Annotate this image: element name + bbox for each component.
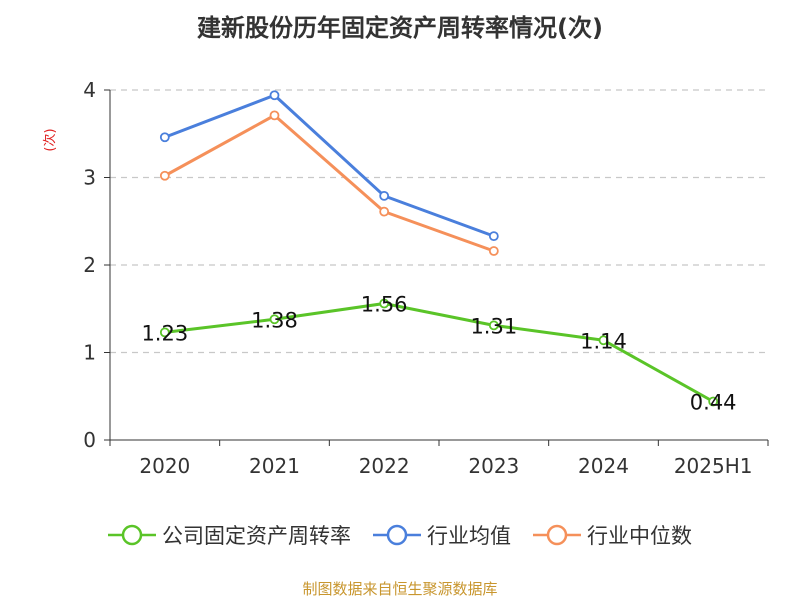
x-tick-label: 2021 [249,454,300,478]
series-line [164,113,495,253]
data-point [708,396,719,407]
x-tick-label: 2022 [359,454,410,478]
data-label: 1.14 [580,329,627,353]
data-point [379,190,390,201]
data-point [159,132,170,143]
data-point [159,327,170,338]
data-point [488,320,499,331]
legend-marker-icon [108,524,156,546]
data-point [159,170,170,181]
data-label: 1.23 [141,321,188,345]
legend-label: 公司固定资产周转率 [162,524,351,548]
y-tick-label: 3 [83,166,96,190]
y-tick-label: 4 [83,78,96,102]
y-tick-label: 0 [83,428,96,452]
data-label: 1.38 [251,308,298,332]
data-point [488,231,499,242]
x-tick-label: 2025H1 [674,454,753,478]
data-point [488,246,499,256]
data-point [379,206,390,217]
x-tick-label: 2024 [578,454,629,478]
chart-legend: 公司固定资产周转率 行业均值 行业中位数 [0,520,800,550]
data-point [269,314,280,325]
data-source-note: 制图数据来自恒生聚源数据库 [302,580,498,598]
y-tick-label: 2 [83,253,96,277]
data-label: 1.31 [470,314,517,338]
y-tick-label: 1 [83,341,96,365]
legend-item[interactable]: 行业均值 [373,520,511,550]
data-label: 1.56 [361,293,408,317]
data-point [379,298,390,309]
legend-item[interactable]: 行业中位数 [533,520,692,550]
data-point [598,335,609,346]
data-point [269,90,280,101]
series-line [164,93,495,238]
legend-label: 行业均值 [427,524,511,548]
data-point [269,110,280,121]
chart-title: 建新股份历年固定资产周转率情况(次) [197,14,603,42]
legend-item[interactable]: 公司固定资产周转率 [108,520,351,550]
legend-marker-icon [533,524,581,546]
series-line [164,302,714,403]
data-label: 0.44 [690,391,737,415]
legend-label: 行业中位数 [587,524,692,548]
x-tick-label: 2020 [139,454,190,478]
legend-marker-icon [373,524,421,546]
x-tick-label: 2023 [468,454,519,478]
